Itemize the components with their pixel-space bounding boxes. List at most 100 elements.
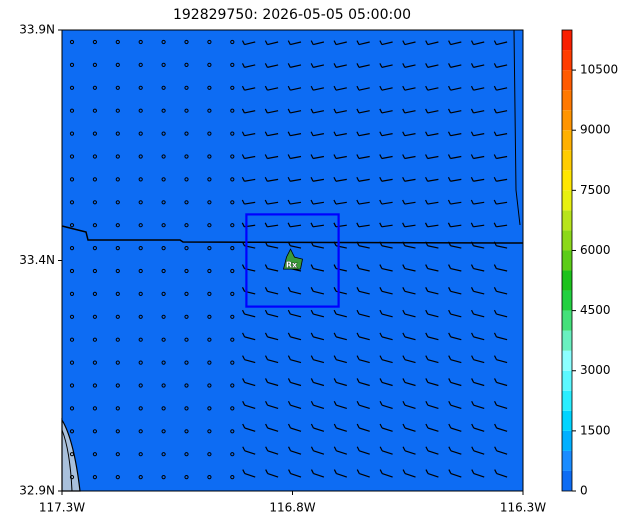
barb-shaft (313, 64, 325, 68)
barb-shaft (404, 87, 416, 91)
calm-marker (138, 223, 143, 228)
barb-shaft (473, 133, 485, 137)
calm-marker (207, 62, 212, 68)
barb-shaft (404, 381, 416, 387)
calm-marker (207, 383, 212, 388)
barb-flag (448, 241, 452, 247)
calm-marker (161, 177, 166, 182)
y-tick-label: 33.4N (19, 253, 55, 267)
barb-shaft (359, 450, 370, 455)
calm-marker (92, 383, 98, 388)
colorbar-band (562, 90, 572, 111)
barb-flag (379, 222, 383, 228)
barb-flag (379, 309, 383, 315)
barb-flag (470, 241, 474, 247)
barb-shaft (404, 472, 416, 478)
colorbar-band (562, 290, 572, 311)
calm-marker (230, 200, 235, 205)
barb-shaft (404, 178, 416, 182)
barb-flag (241, 199, 245, 205)
barb-flag (333, 469, 337, 474)
calm-marker (138, 429, 143, 434)
barb-flag (310, 131, 314, 136)
calm-marker (230, 62, 235, 68)
barb-shaft (381, 87, 393, 91)
barb-shaft (404, 155, 416, 160)
colorbar-band (562, 350, 572, 371)
barb-shaft (358, 133, 370, 137)
barb-shaft (290, 87, 302, 91)
barb-flag (333, 309, 337, 315)
barb-shaft (427, 313, 439, 318)
barb-shaft (473, 336, 485, 341)
calm-marker (207, 406, 212, 411)
barb-flag (241, 63, 246, 68)
calm-marker (230, 337, 235, 342)
barb-shaft (496, 178, 508, 182)
calm-marker (230, 406, 235, 411)
barb-flag (424, 222, 429, 228)
barb-shaft (244, 313, 256, 318)
calm-marker (138, 200, 143, 205)
barb-flag (425, 355, 429, 360)
barb-shaft (267, 267, 279, 272)
calm-marker (69, 154, 75, 159)
calm-marker (161, 131, 166, 136)
barb-flag (402, 469, 406, 474)
barb-shaft (336, 404, 347, 409)
barb-flag (310, 309, 314, 315)
barb-flag (470, 287, 475, 292)
barb-flag (493, 355, 498, 360)
colorbar-tick-label: 0 (580, 484, 588, 498)
barb-shaft (381, 133, 393, 137)
barb-flag (425, 176, 429, 182)
barb-shaft (267, 381, 279, 387)
barb-flag (425, 264, 429, 269)
barb-shaft (335, 178, 347, 182)
calm-marker (69, 62, 75, 68)
barb-flag (448, 332, 452, 338)
barb-flag (310, 63, 314, 68)
barb-flag (493, 40, 497, 45)
barb-flag (448, 355, 452, 360)
barb-flag (287, 378, 291, 383)
barb-flag (448, 378, 452, 383)
barb-shaft (381, 64, 393, 68)
barb-shaft (450, 359, 462, 364)
barb-shaft (450, 313, 462, 318)
barb-flag (264, 355, 269, 360)
barb-shaft (336, 336, 347, 341)
barb-shaft (267, 404, 279, 409)
barb-flag (310, 199, 314, 205)
barb-flag (402, 63, 406, 68)
calm-marker (184, 246, 189, 251)
barb-shaft (381, 245, 393, 249)
barb-flag (241, 85, 245, 91)
barb-flag (287, 241, 291, 247)
calm-marker (161, 360, 166, 365)
barb-shaft (404, 313, 416, 318)
barb-flag (333, 446, 337, 452)
barb-flag (493, 85, 497, 91)
calm-marker (92, 246, 98, 251)
barb-shaft (381, 290, 393, 295)
colorbar-tick-label: 9000 (580, 123, 611, 137)
barb-flag (379, 63, 383, 68)
barb-shaft (358, 224, 370, 228)
calm-marker (207, 154, 212, 159)
barb-flag (287, 332, 291, 338)
barb-shaft (290, 472, 302, 478)
calm-marker (92, 268, 98, 274)
barb-shaft (450, 64, 462, 68)
barb-shaft (473, 201, 485, 205)
y-tick-label: 32.9N (19, 484, 55, 498)
calm-marker (115, 223, 120, 228)
calm-marker (92, 360, 98, 365)
barb-flag (356, 108, 360, 114)
barb-shaft (290, 155, 302, 160)
barb-flag (448, 446, 452, 452)
barb-flag (333, 131, 337, 136)
barb-shaft (496, 267, 508, 272)
barb-shaft (336, 381, 347, 387)
calm-marker (161, 223, 166, 228)
